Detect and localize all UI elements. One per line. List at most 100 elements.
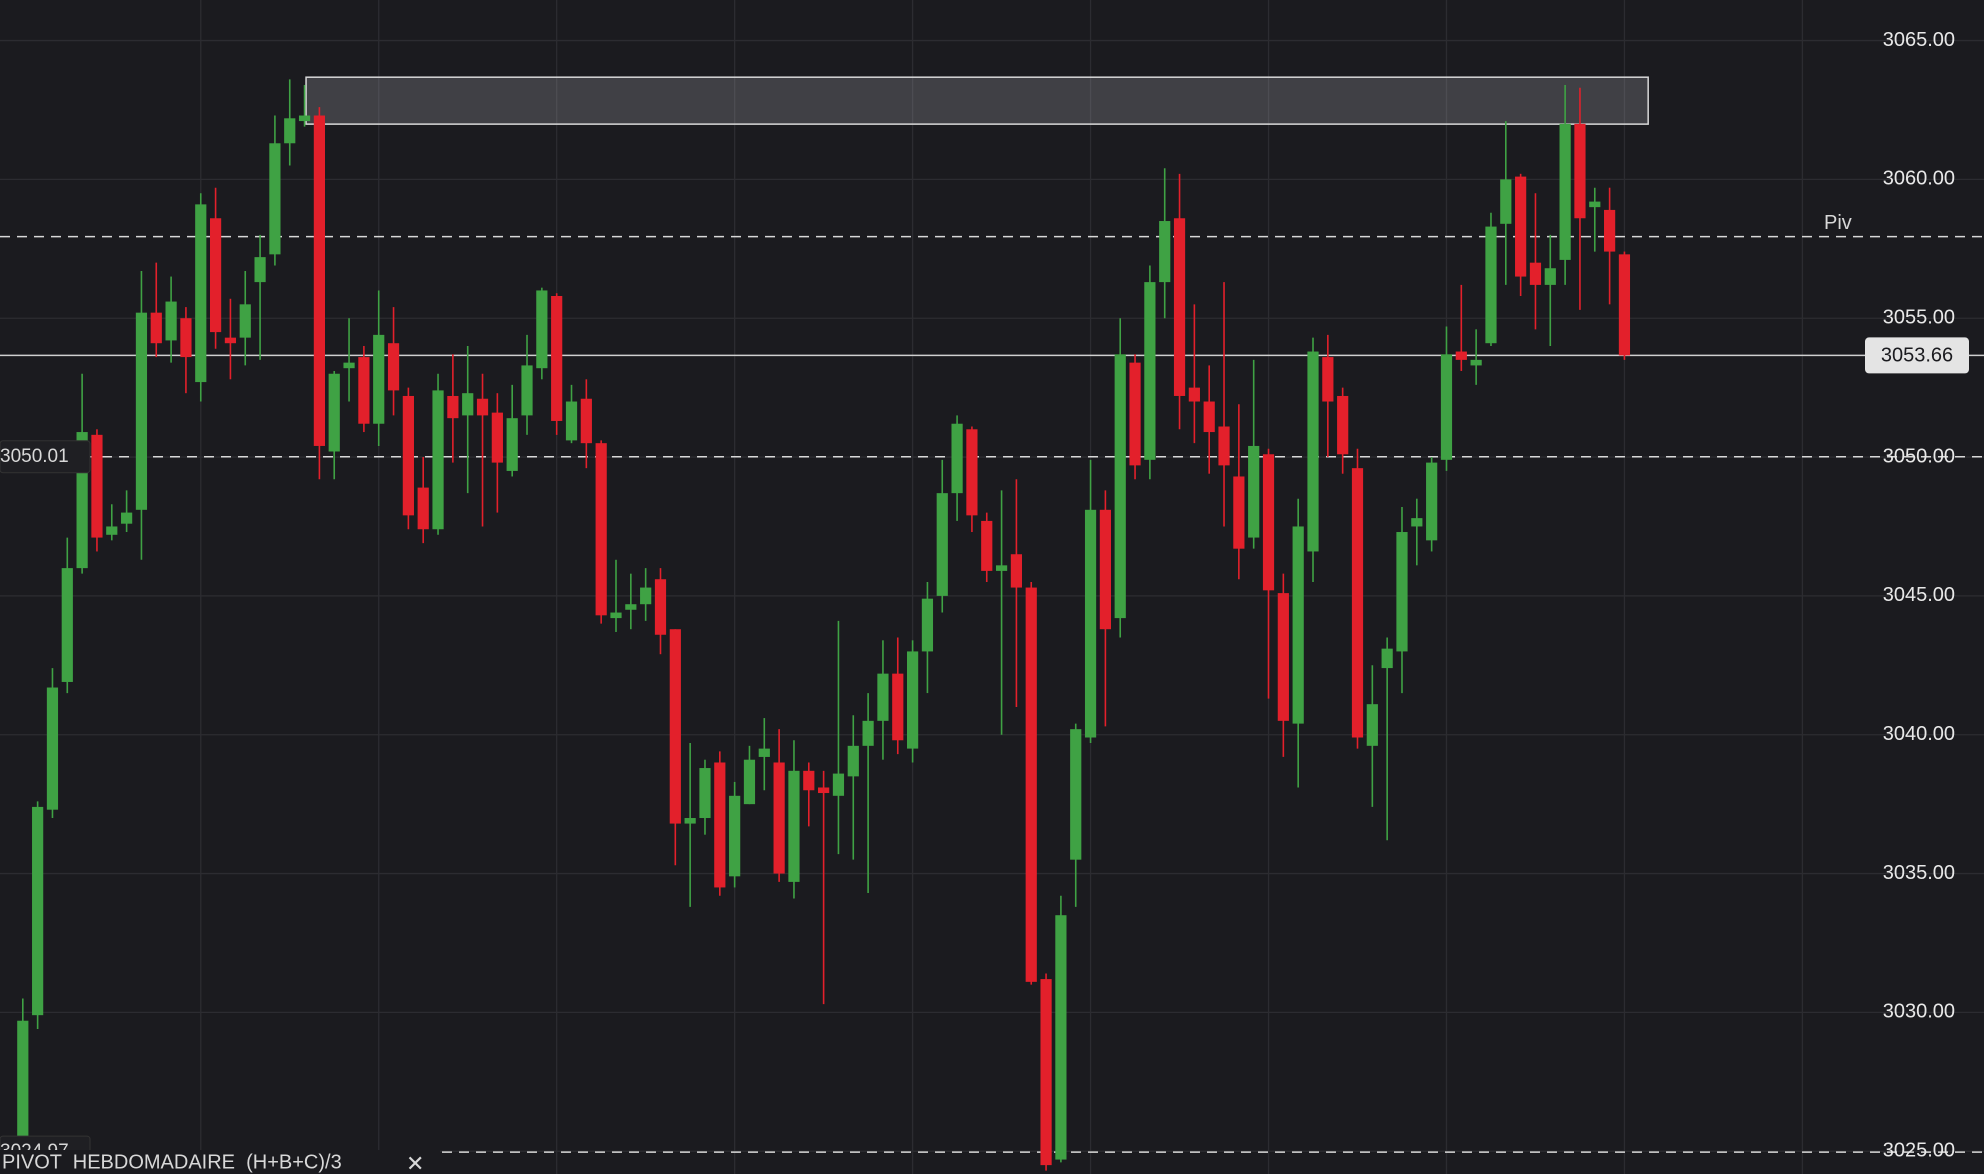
candle-body bbox=[565, 401, 578, 441]
candle-body bbox=[625, 604, 637, 610]
candle-body bbox=[521, 365, 533, 416]
candle-body bbox=[1218, 426, 1230, 466]
candle-body bbox=[1070, 729, 1082, 860]
candle-body bbox=[1604, 209, 1616, 252]
candle-body bbox=[1366, 704, 1378, 746]
candle-body bbox=[1248, 445, 1260, 538]
candle-body bbox=[135, 312, 148, 510]
y-tick-label: 3055.00 bbox=[1883, 306, 1955, 328]
candle-body bbox=[1129, 362, 1141, 466]
candle-body bbox=[1233, 476, 1245, 549]
y-tick-label: 3040.00 bbox=[1883, 723, 1955, 745]
candle-body bbox=[1292, 526, 1304, 724]
candle-body bbox=[1337, 395, 1349, 455]
candle-body bbox=[121, 512, 133, 524]
candle-body bbox=[1144, 282, 1156, 460]
candle-body bbox=[1159, 221, 1171, 283]
candle-body bbox=[1426, 462, 1438, 541]
close-icon[interactable]: ✕ bbox=[406, 1151, 424, 1174]
candle-body bbox=[180, 318, 192, 358]
candle-body bbox=[743, 759, 756, 805]
candle-body bbox=[1515, 176, 1527, 277]
candle-body bbox=[995, 565, 1008, 571]
candle-body bbox=[847, 745, 859, 777]
candle-body bbox=[76, 432, 88, 569]
candle-body bbox=[1351, 468, 1364, 738]
candle-body bbox=[803, 770, 815, 791]
candle-body bbox=[1025, 587, 1037, 982]
candle-body bbox=[106, 526, 118, 535]
candle-body bbox=[432, 390, 444, 530]
candle-body bbox=[654, 579, 667, 635]
candle-body bbox=[46, 687, 59, 810]
candle-body bbox=[462, 393, 474, 416]
last-price-tag bbox=[1865, 337, 1969, 374]
candle-body bbox=[1381, 648, 1393, 669]
candle-body bbox=[788, 770, 800, 882]
candle-body bbox=[254, 257, 266, 283]
y-tick-label: 3050.00 bbox=[1883, 445, 1955, 467]
candle-body bbox=[907, 651, 919, 749]
candle-body bbox=[1500, 179, 1512, 224]
candle-body bbox=[699, 768, 711, 819]
candle-body bbox=[1396, 532, 1408, 652]
legend-bar bbox=[0, 1150, 440, 1174]
y-tick-label: 3025.00 bbox=[1883, 1140, 1955, 1162]
candle-body bbox=[1010, 554, 1023, 588]
candle-body bbox=[239, 304, 251, 338]
candle-body bbox=[402, 395, 414, 516]
candle-body bbox=[61, 568, 73, 682]
candle-body bbox=[1203, 401, 1215, 433]
candle-body bbox=[209, 218, 222, 333]
candle-body bbox=[1618, 254, 1631, 356]
candle-body bbox=[1188, 387, 1200, 402]
zone-box bbox=[305, 76, 1649, 125]
y-tick-label: 3035.00 bbox=[1883, 862, 1955, 884]
candle-body bbox=[269, 143, 281, 255]
candle-body bbox=[358, 357, 370, 424]
candle-body bbox=[165, 301, 177, 341]
y-tick-label: 3060.00 bbox=[1883, 168, 1955, 190]
candle-body bbox=[1055, 915, 1067, 1160]
candle-body bbox=[1440, 354, 1453, 460]
candle-body bbox=[669, 629, 681, 824]
candle-body bbox=[1277, 593, 1289, 721]
candle-body bbox=[773, 762, 785, 874]
candle-body bbox=[476, 398, 489, 416]
candle-body bbox=[1173, 218, 1186, 396]
level-tag-label: 3050.01 bbox=[0, 446, 69, 467]
candle-body bbox=[536, 290, 548, 369]
candle-body bbox=[684, 818, 696, 824]
y-tick-label: 3065.00 bbox=[1883, 29, 1955, 51]
candle-body bbox=[729, 795, 741, 877]
candle-body bbox=[580, 398, 592, 444]
candle-body bbox=[551, 295, 563, 421]
candle-body bbox=[91, 434, 103, 538]
candle-body bbox=[1262, 454, 1275, 591]
candle-body bbox=[1589, 201, 1601, 208]
candle-body bbox=[818, 787, 830, 794]
candle-body bbox=[1099, 509, 1111, 630]
candle-body bbox=[1322, 357, 1334, 402]
candle-body bbox=[1084, 509, 1097, 738]
candle-body bbox=[298, 115, 311, 122]
candle-body bbox=[1411, 518, 1423, 527]
candle-body bbox=[1040, 979, 1052, 1166]
candle-body bbox=[195, 204, 207, 383]
candle-body bbox=[1455, 351, 1467, 360]
candle-body bbox=[951, 423, 963, 494]
candle-body bbox=[17, 1020, 29, 1157]
candle-body bbox=[640, 587, 652, 605]
y-tick-label: 3045.00 bbox=[1883, 584, 1955, 606]
candle-body bbox=[892, 673, 904, 741]
candle-body bbox=[936, 493, 948, 596]
candle-body bbox=[1574, 123, 1586, 219]
level-tag bbox=[0, 440, 91, 474]
candle-body bbox=[224, 337, 237, 344]
candle-body bbox=[447, 395, 459, 419]
candle-body bbox=[313, 115, 325, 446]
candle-body bbox=[877, 673, 889, 721]
candle-body bbox=[150, 312, 162, 344]
